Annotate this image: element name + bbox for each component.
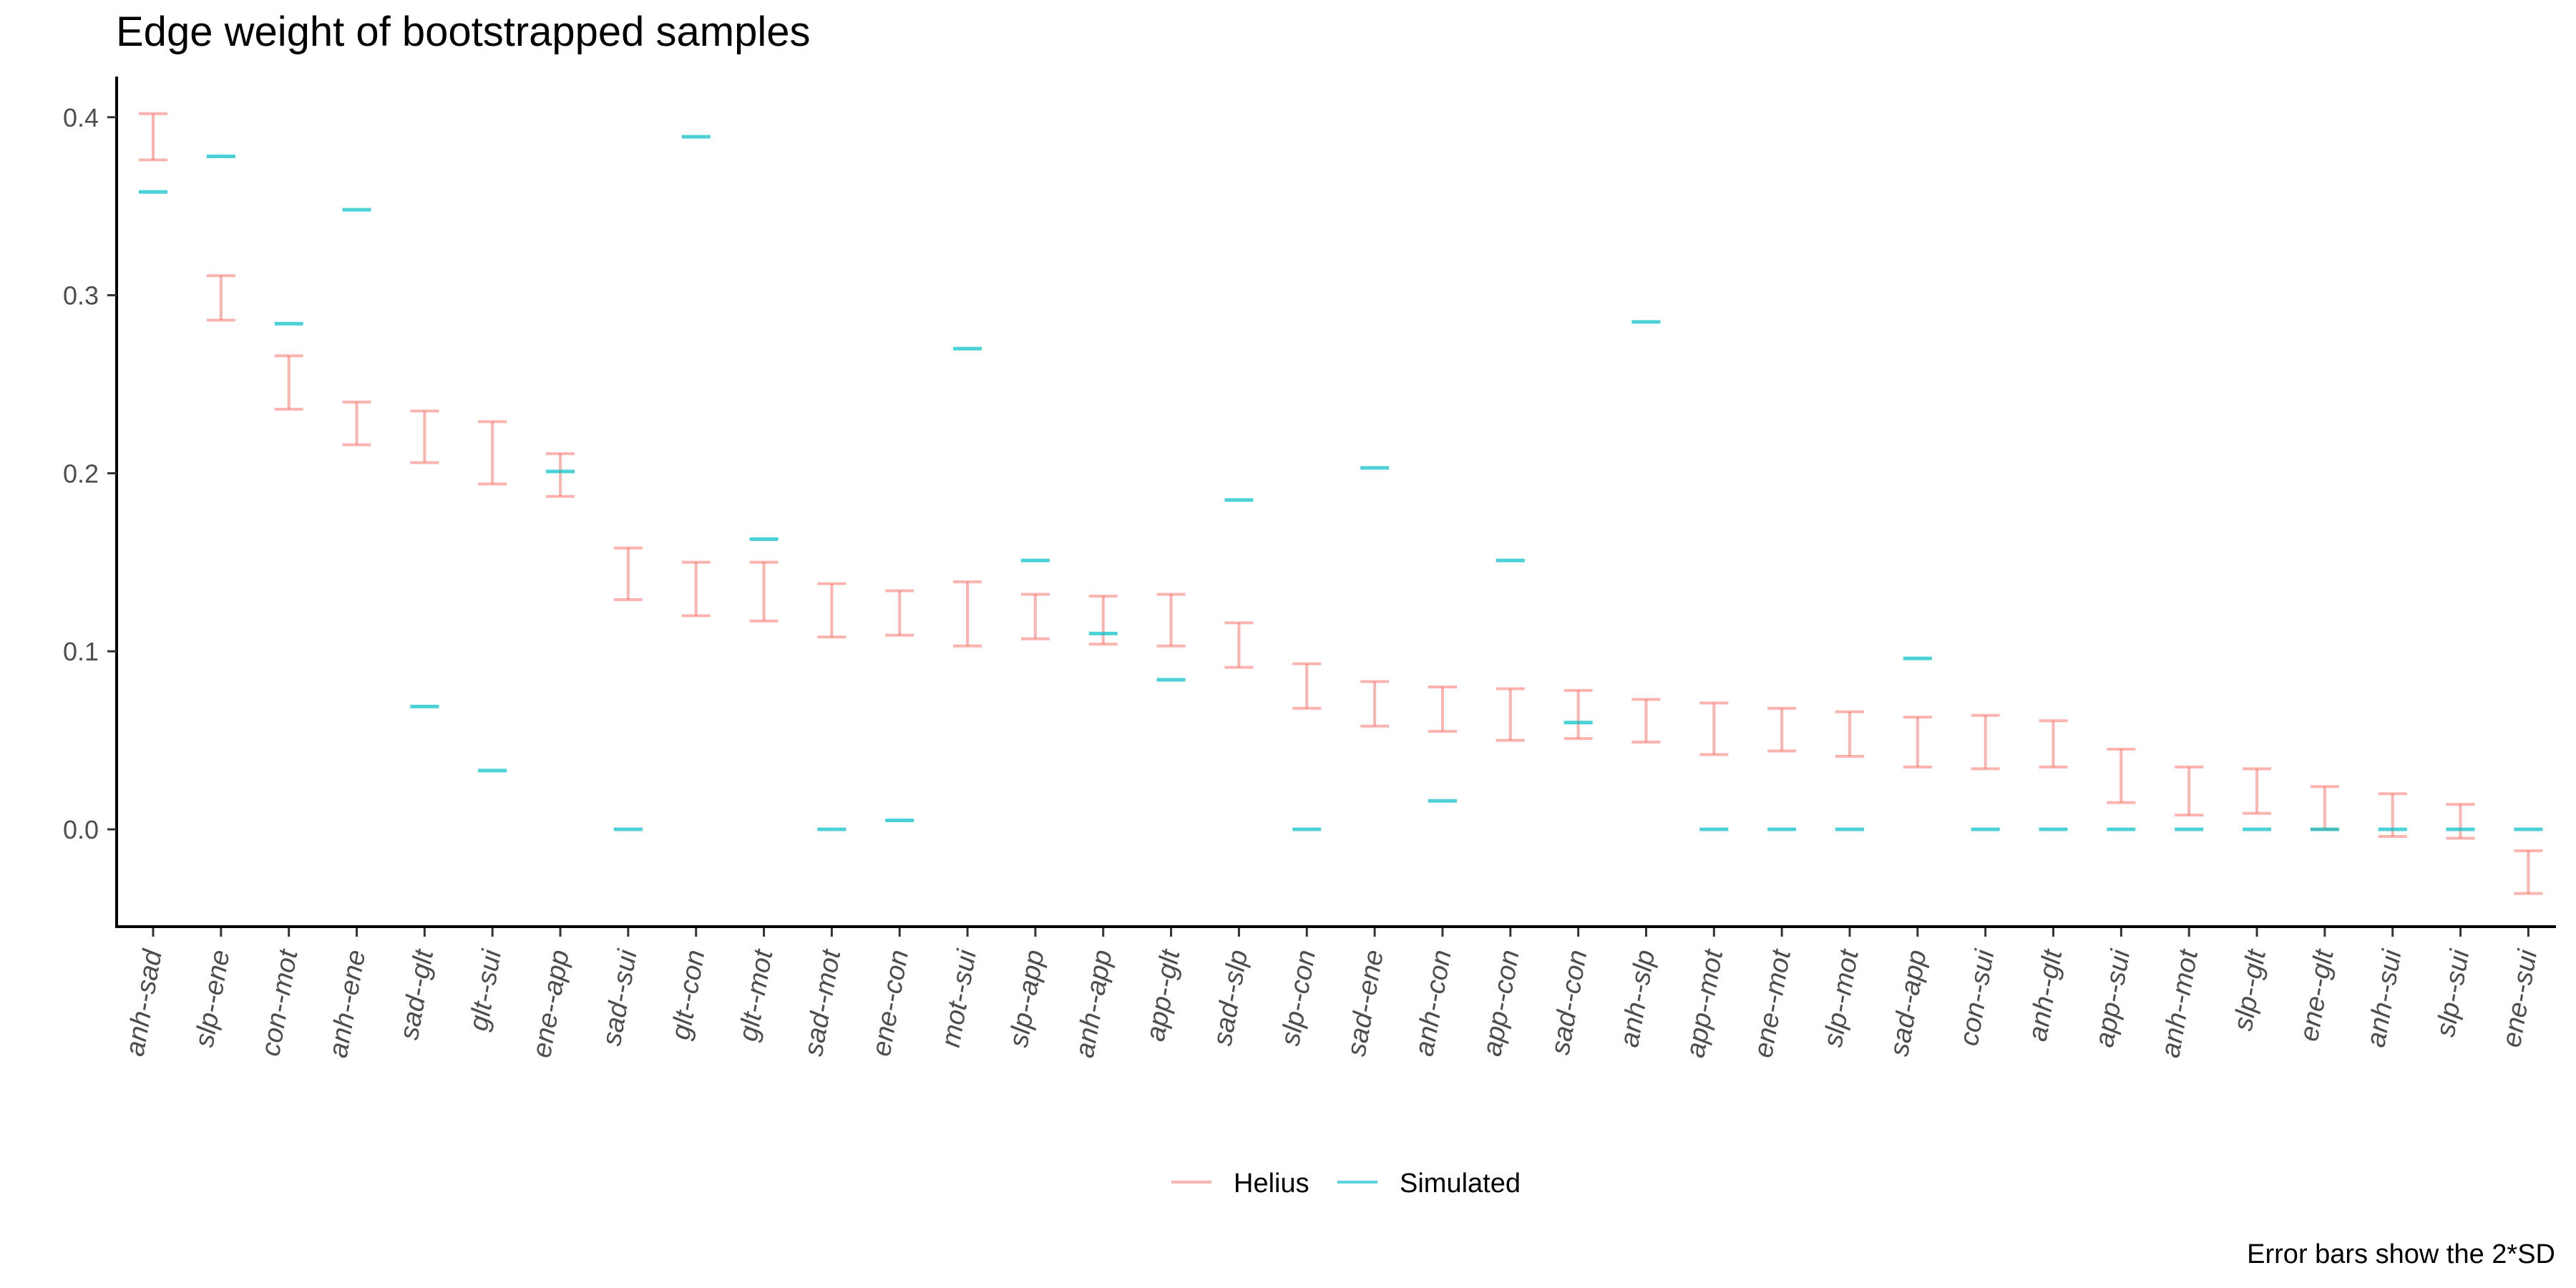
x-tick-label: anh--slp bbox=[1614, 947, 1661, 1050]
x-tick-label: app--mot bbox=[1680, 947, 1729, 1060]
helius-errorbar bbox=[1224, 621, 1254, 669]
helius-errorbar bbox=[2243, 767, 2272, 815]
x-tick-label: ene--mot bbox=[1748, 947, 1797, 1060]
x-tick-label: sad--app bbox=[1884, 947, 1932, 1058]
helius-errorbar bbox=[1563, 688, 1593, 741]
helius-series bbox=[139, 112, 2543, 895]
helius-errorbar bbox=[478, 420, 507, 486]
helius-errorbar bbox=[274, 354, 303, 411]
x-tick-label: con--mot bbox=[255, 947, 304, 1058]
helius-errorbar bbox=[206, 274, 235, 322]
x-tick-label: anh--app bbox=[1070, 947, 1118, 1060]
x-tick-label: slp--mot bbox=[1818, 947, 1865, 1050]
helius-errorbar bbox=[613, 546, 643, 602]
x-tick-label: slp--glt bbox=[2228, 947, 2272, 1033]
chart-title: Edge weight of bootstrapped samples bbox=[116, 9, 811, 55]
x-tick-label: slp--con bbox=[1275, 947, 1322, 1048]
x-tick-label: slp--ene bbox=[190, 947, 236, 1050]
helius-errorbar bbox=[1903, 716, 1932, 769]
x-tick-label: sad--glt bbox=[394, 947, 440, 1042]
x-tick-label: anh--glt bbox=[2023, 947, 2069, 1044]
helius-errorbar bbox=[1971, 713, 2000, 771]
helius-errorbar bbox=[2039, 719, 2068, 769]
helius-errorbar bbox=[2446, 803, 2475, 840]
x-tick-label: sad--sui bbox=[597, 947, 643, 1048]
x-tick-label: ene--con bbox=[867, 947, 914, 1058]
y-tick-label: 0.4 bbox=[63, 103, 99, 132]
helius-errorbar bbox=[1699, 701, 1729, 756]
x-tick-label: glt--con bbox=[665, 947, 711, 1042]
x-tick-label: app--con bbox=[1477, 947, 1525, 1058]
plot-area: 0.0 0.1 0.2 0.3 0.4 anh--sad slp--ene con--mot… bbox=[63, 77, 2556, 1060]
legend: Helius Simulated bbox=[1171, 1169, 1521, 1199]
helius-errorbar bbox=[1631, 698, 1661, 744]
helius-errorbar bbox=[1428, 685, 1457, 733]
x-tick-label: anh--sad bbox=[119, 946, 168, 1058]
helius-errorbar bbox=[953, 580, 982, 648]
helius-errorbar bbox=[2514, 849, 2543, 895]
helius-errorbar bbox=[2107, 748, 2136, 804]
helius-errorbar bbox=[1020, 592, 1050, 640]
helius-errorbar bbox=[1292, 662, 1322, 710]
x-tick-label: slp--app bbox=[1004, 947, 1050, 1050]
helius-errorbar bbox=[1496, 687, 1525, 742]
x-tick-label: anh--ene bbox=[323, 947, 372, 1060]
x-tick-label: sad--slp bbox=[1207, 947, 1254, 1048]
simulated-series bbox=[139, 135, 2543, 831]
x-tick-label: glt--mot bbox=[733, 947, 779, 1044]
helius-errorbar bbox=[139, 112, 167, 162]
helius-errorbar bbox=[681, 560, 711, 618]
helius-errorbar bbox=[885, 589, 914, 637]
y-tick-label: 0.0 bbox=[63, 815, 99, 844]
x-tick-label: ene--sui bbox=[2497, 947, 2543, 1050]
helius-errorbar bbox=[1088, 595, 1118, 646]
x-tick-label: ene--glt bbox=[2294, 947, 2340, 1044]
legend-label-helius: Helius bbox=[1234, 1169, 1309, 1199]
helius-errorbar bbox=[1156, 592, 1186, 648]
x-tick-label: ene--app bbox=[527, 947, 575, 1060]
helius-errorbar bbox=[546, 452, 575, 498]
x-tick-label: con--sui bbox=[1954, 947, 2001, 1048]
x-tick-label: app--sui bbox=[2089, 947, 2136, 1050]
helius-errorbar bbox=[342, 400, 371, 447]
x-axis-ticks: anh--sad slp--ene con--mot anh--ene sad--glt… bbox=[119, 928, 2544, 1060]
x-tick-label: sad--ene bbox=[1342, 947, 1390, 1058]
helius-errorbar bbox=[410, 409, 439, 464]
x-tick-label: slp--sui bbox=[2431, 947, 2476, 1039]
y-axis-ticks: 0.0 0.1 0.2 0.3 0.4 bbox=[63, 103, 117, 844]
helius-errorbar bbox=[1360, 680, 1390, 728]
helius-errorbar bbox=[1767, 706, 1797, 753]
helius-errorbar bbox=[817, 582, 847, 639]
legend-label-simulated: Simulated bbox=[1400, 1169, 1521, 1199]
x-tick-label: sad--mot bbox=[799, 947, 847, 1058]
x-tick-label: anh--mot bbox=[2155, 947, 2204, 1060]
y-tick-label: 0.2 bbox=[63, 459, 99, 488]
helius-errorbar bbox=[1835, 710, 1864, 758]
helius-errorbar bbox=[2175, 765, 2204, 817]
y-tick-label: 0.3 bbox=[63, 281, 99, 311]
x-tick-label: mot--sui bbox=[936, 947, 982, 1050]
x-tick-label: sad--con bbox=[1545, 947, 1593, 1057]
x-tick-label: anh--sui bbox=[2361, 947, 2407, 1050]
x-tick-label: app--glt bbox=[1141, 947, 1186, 1044]
helius-errorbar bbox=[2310, 785, 2339, 831]
chart-caption: Error bars show the 2*SD bbox=[2247, 1239, 2555, 1269]
y-tick-label: 0.1 bbox=[63, 637, 99, 666]
x-tick-label: glt--sui bbox=[464, 947, 507, 1033]
helius-errorbar bbox=[749, 560, 779, 623]
x-tick-label: anh--con bbox=[1409, 947, 1457, 1058]
